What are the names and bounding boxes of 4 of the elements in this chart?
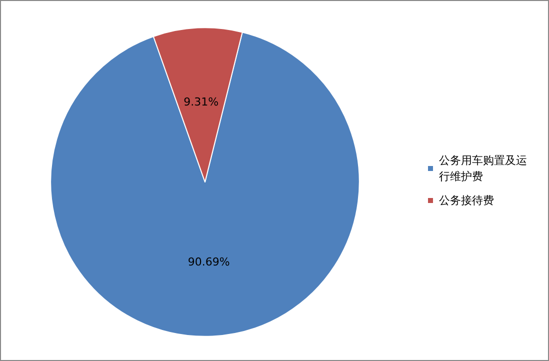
legend-label: 公务用车购置及运行维护费 bbox=[439, 154, 527, 183]
data-label: 90.69% bbox=[188, 256, 230, 269]
data-label: 9.31% bbox=[184, 95, 219, 108]
legend-label: 公务接待费 bbox=[439, 194, 494, 207]
